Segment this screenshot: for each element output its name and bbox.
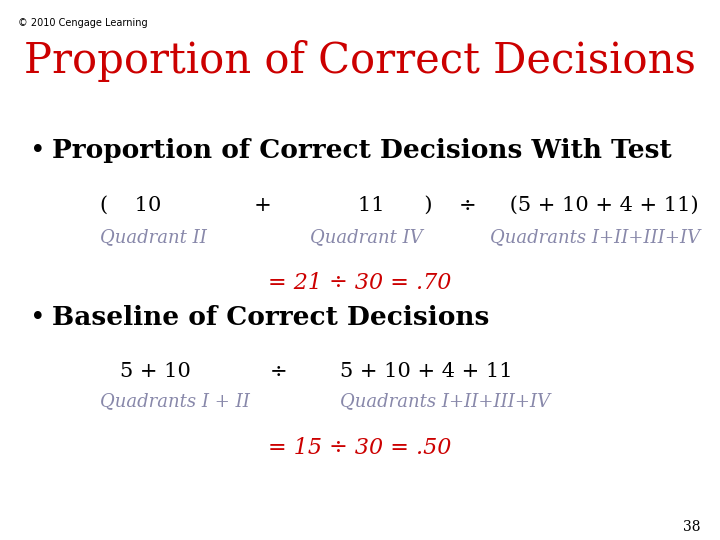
Text: Quadrants I+II+III+IV: Quadrants I+II+III+IV [490, 228, 700, 246]
Text: Proportion of Correct Decisions With Test: Proportion of Correct Decisions With Tes… [52, 138, 672, 163]
Text: 5 + 10: 5 + 10 [120, 362, 191, 381]
Text: •: • [30, 305, 45, 330]
Text: Quadrants I + II: Quadrants I + II [100, 392, 250, 410]
Text: = 21 ÷ 30 = .70: = 21 ÷ 30 = .70 [269, 272, 451, 294]
Text: •: • [30, 138, 45, 163]
Text: Quadrant II: Quadrant II [100, 228, 207, 246]
Text: 5 + 10 + 4 + 11: 5 + 10 + 4 + 11 [340, 362, 513, 381]
Text: Quadrant IV: Quadrant IV [310, 228, 423, 246]
Text: (    10              +             11      )    ÷     (5 + 10 + 4 + 11): ( 10 + 11 ) ÷ (5 + 10 + 4 + 11) [100, 196, 698, 215]
Text: Proportion of Correct Decisions: Proportion of Correct Decisions [24, 40, 696, 82]
Text: © 2010 Cengage Learning: © 2010 Cengage Learning [18, 18, 148, 28]
Text: = 15 ÷ 30 = .50: = 15 ÷ 30 = .50 [269, 437, 451, 459]
Text: Baseline of Correct Decisions: Baseline of Correct Decisions [52, 305, 490, 330]
Text: ÷: ÷ [270, 362, 287, 381]
Text: Quadrants I+II+III+IV: Quadrants I+II+III+IV [340, 392, 550, 410]
Text: 38: 38 [683, 520, 700, 534]
